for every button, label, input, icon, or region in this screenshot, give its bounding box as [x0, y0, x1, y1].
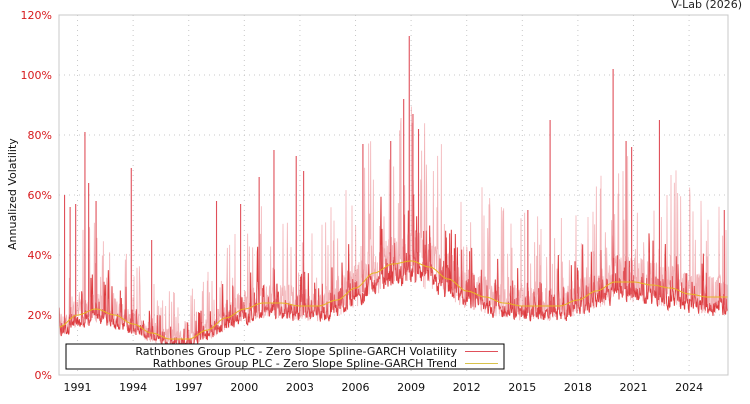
x-tick-label: 2021 — [619, 381, 647, 394]
y-tick-label: 0% — [35, 369, 52, 382]
y-tick-label: 80% — [28, 129, 52, 142]
x-tick-label: 2024 — [675, 381, 703, 394]
x-tick-label: 2003 — [286, 381, 314, 394]
y-tick-label: 40% — [28, 249, 52, 262]
x-tick-label: 2012 — [453, 381, 481, 394]
y-axis-label: Annualized Volatility — [6, 138, 19, 250]
x-tick-label: 2000 — [230, 381, 258, 394]
x-tick-label: 1991 — [64, 381, 92, 394]
legend-label-volatility: Rathbones Group PLC - Zero Slope Spline-… — [135, 345, 457, 358]
y-tick-label: 20% — [28, 309, 52, 322]
volatility-series — [58, 36, 729, 350]
x-tick-label: 1994 — [119, 381, 147, 394]
x-tick-label: 1997 — [175, 381, 203, 394]
volatility-line — [58, 194, 729, 350]
volatility-line-detail — [58, 106, 729, 348]
y-tick-label: 100% — [21, 69, 52, 82]
y-tick-label: 60% — [28, 189, 52, 202]
x-tick-label: 2015 — [508, 381, 536, 394]
legend-label-trend: Rathbones Group PLC - Zero Slope Spline-… — [153, 357, 457, 370]
legend: Rathbones Group PLC - Zero Slope Spline-… — [65, 343, 505, 370]
plot-frame — [58, 14, 729, 376]
x-tick-label: 2009 — [397, 381, 425, 394]
trend-line — [58, 260, 728, 340]
x-tick-label: 2006 — [342, 381, 370, 394]
vlab-credit: V-Lab (2026) — [671, 0, 742, 11]
gridlines — [59, 15, 728, 375]
y-axis-ticks: 0% 20% 40% 60% 80% 100% 120% — [21, 9, 52, 382]
y-tick-label: 120% — [21, 9, 52, 22]
x-tick-label: 2018 — [564, 381, 592, 394]
x-axis-ticks: 1991 1994 1997 2000 2003 2006 2009 2012 2015 2018… — [64, 381, 704, 394]
legend-box — [65, 343, 505, 370]
trend-series — [58, 260, 728, 340]
